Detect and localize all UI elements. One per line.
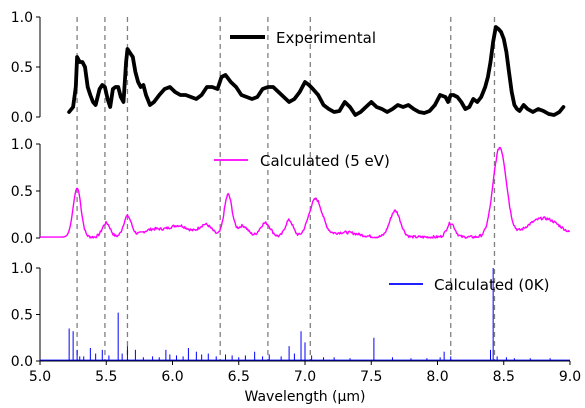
- legend-label-calculated-5ev: Calculated (5 eV): [260, 152, 390, 170]
- panel-calculated-0k: 0.0 0.5 1.0 Calculated (0K): [11, 261, 570, 370]
- experimental-line: [67, 25, 566, 117]
- x-tick-label: 8.0: [426, 369, 448, 385]
- y-tick-label: 1.0: [11, 10, 33, 26]
- y-tick-label: 0.5: [11, 308, 33, 324]
- reference-lines: [76, 17, 496, 361]
- x-axis: 5.0 5.5 6.0 6.5 7.0 7.5 8.0 8.5 9.0 Wavelength (…: [29, 360, 581, 405]
- panel-experimental: 0.0 0.5 1.0 Experimental: [11, 10, 566, 126]
- y-tick-label: 0.0: [11, 110, 33, 126]
- y-tick-label: 0.5: [11, 60, 33, 76]
- x-axis-label: Wavelength (μm): [245, 389, 366, 405]
- x-tick-label: 9.0: [559, 369, 581, 385]
- y-tick-label: 0.5: [11, 184, 33, 200]
- y-tick-label: 1.0: [11, 137, 33, 153]
- y-tick-label: 0.0: [11, 231, 33, 247]
- legend-label-experimental: Experimental: [276, 29, 376, 47]
- calculated-5ev-line: [40, 146, 571, 239]
- x-tick-label: 7.5: [360, 369, 382, 385]
- x-tick-label: 7.0: [294, 369, 316, 385]
- y-axis-calculated-0k: 0.0 0.5 1.0: [11, 261, 41, 370]
- y-tick-label: 1.0: [11, 261, 33, 277]
- x-tick-label: 5.0: [29, 369, 51, 385]
- y-axis-experimental: 0.0 0.5 1.0: [11, 10, 41, 126]
- x-tick-label: 8.5: [493, 369, 515, 385]
- y-tick-label: 0.0: [11, 354, 33, 370]
- x-tick-label: 6.0: [161, 369, 183, 385]
- legend-label-calculated-0k: Calculated (0K): [434, 276, 549, 294]
- x-tick-label: 6.5: [228, 369, 250, 385]
- panel-calculated-5ev: 0.0 0.5 1.0 Calculated (5 eV): [11, 137, 571, 247]
- y-axis-calculated-5ev: 0.0 0.5 1.0: [11, 137, 41, 247]
- x-tick-label: 5.5: [95, 369, 117, 385]
